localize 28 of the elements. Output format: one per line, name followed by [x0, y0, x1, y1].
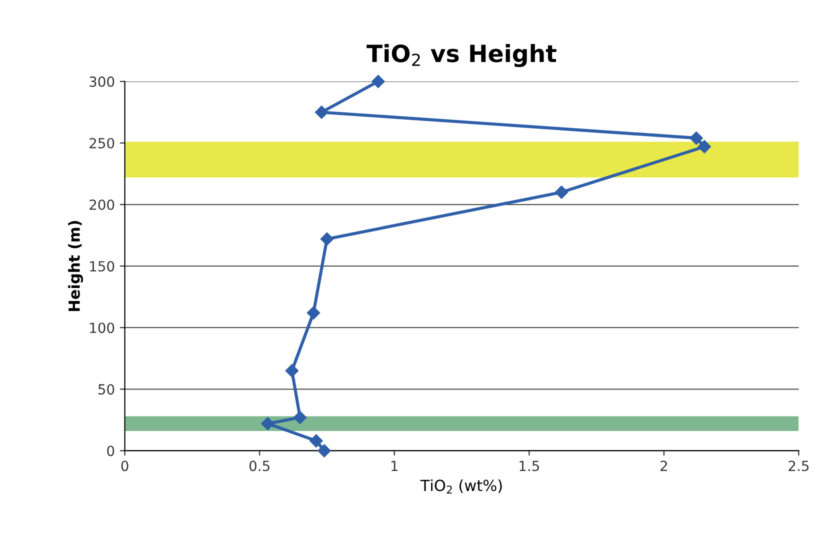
y-tick-label: 300 [90, 76, 114, 87]
point [293, 410, 307, 424]
point [310, 434, 323, 448]
point [372, 74, 385, 88]
point [554, 186, 568, 199]
y-tick-label: 50 [98, 384, 114, 395]
x-tick-label: 1 [391, 460, 398, 471]
x-tick-label: 2 [660, 460, 667, 471]
x-tick-label: 0.5 [249, 460, 270, 472]
y-tick-label: 200 [90, 200, 114, 210]
chart-title: TiO$_{2}$ vs Height [366, 44, 556, 68]
point [285, 364, 299, 378]
x-tick-label: 1.5 [520, 460, 539, 472]
y-tick-label: 100 [90, 322, 114, 334]
y-tick-label: 250 [90, 138, 114, 148]
y-axis-title: Height (m) [68, 221, 84, 312]
point [261, 417, 274, 430]
x-tick-label: 0 [121, 460, 128, 472]
point [318, 444, 331, 458]
point [698, 140, 711, 154]
point [690, 131, 703, 145]
point [320, 232, 334, 246]
y-tick-label: 150 [90, 261, 114, 272]
x-axis-title: TiO$_{2}$ (wt%) [420, 479, 502, 494]
point [306, 306, 320, 320]
y-tick-label: 0 [107, 446, 114, 456]
x-tick-label: 2.5 [788, 460, 809, 472]
point [314, 106, 328, 119]
